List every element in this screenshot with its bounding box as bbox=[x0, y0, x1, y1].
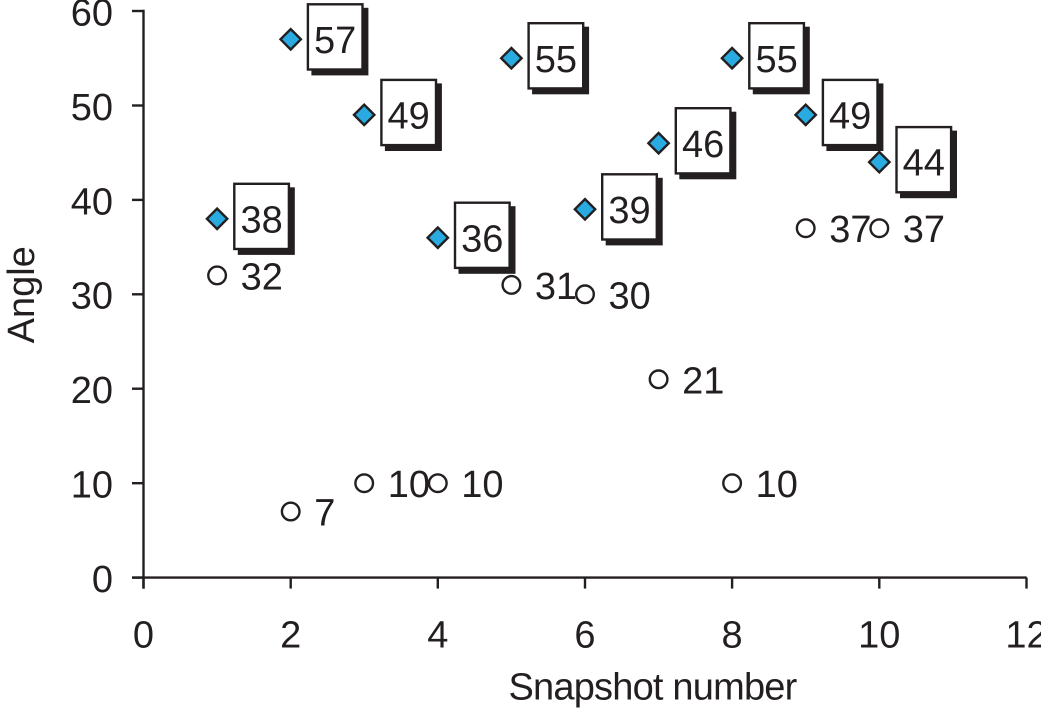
svg-text:30: 30 bbox=[71, 276, 113, 318]
svg-text:39: 39 bbox=[608, 190, 650, 232]
svg-text:55: 55 bbox=[535, 39, 577, 81]
svg-text:44: 44 bbox=[903, 143, 945, 185]
svg-text:10: 10 bbox=[858, 614, 900, 656]
svg-text:38: 38 bbox=[240, 199, 282, 241]
svg-text:Snapshot number: Snapshot number bbox=[509, 666, 798, 708]
svg-text:30: 30 bbox=[609, 275, 651, 317]
svg-text:37: 37 bbox=[903, 209, 945, 251]
svg-text:8: 8 bbox=[722, 614, 743, 656]
svg-text:7: 7 bbox=[314, 493, 335, 535]
svg-text:10: 10 bbox=[461, 464, 503, 506]
svg-text:6: 6 bbox=[574, 614, 595, 656]
svg-text:21: 21 bbox=[682, 360, 724, 402]
svg-text:10: 10 bbox=[756, 464, 798, 506]
svg-text:50: 50 bbox=[71, 87, 113, 129]
svg-text:10: 10 bbox=[388, 464, 430, 506]
svg-text:0: 0 bbox=[92, 559, 113, 601]
svg-text:2: 2 bbox=[280, 614, 301, 656]
svg-text:49: 49 bbox=[829, 96, 871, 138]
svg-text:31: 31 bbox=[535, 266, 577, 308]
svg-text:32: 32 bbox=[241, 256, 283, 298]
svg-text:49: 49 bbox=[388, 96, 430, 138]
svg-text:60: 60 bbox=[71, 0, 113, 34]
svg-text:Angle: Angle bbox=[1, 246, 43, 343]
svg-text:55: 55 bbox=[755, 39, 797, 81]
svg-text:12: 12 bbox=[1005, 614, 1041, 656]
svg-text:10: 10 bbox=[71, 465, 113, 507]
svg-text:57: 57 bbox=[314, 20, 356, 62]
svg-text:37: 37 bbox=[829, 209, 871, 251]
svg-text:20: 20 bbox=[71, 370, 113, 412]
svg-text:46: 46 bbox=[682, 124, 724, 166]
svg-text:36: 36 bbox=[461, 218, 503, 260]
svg-text:40: 40 bbox=[71, 181, 113, 223]
svg-text:0: 0 bbox=[133, 614, 154, 656]
svg-text:4: 4 bbox=[427, 614, 448, 656]
